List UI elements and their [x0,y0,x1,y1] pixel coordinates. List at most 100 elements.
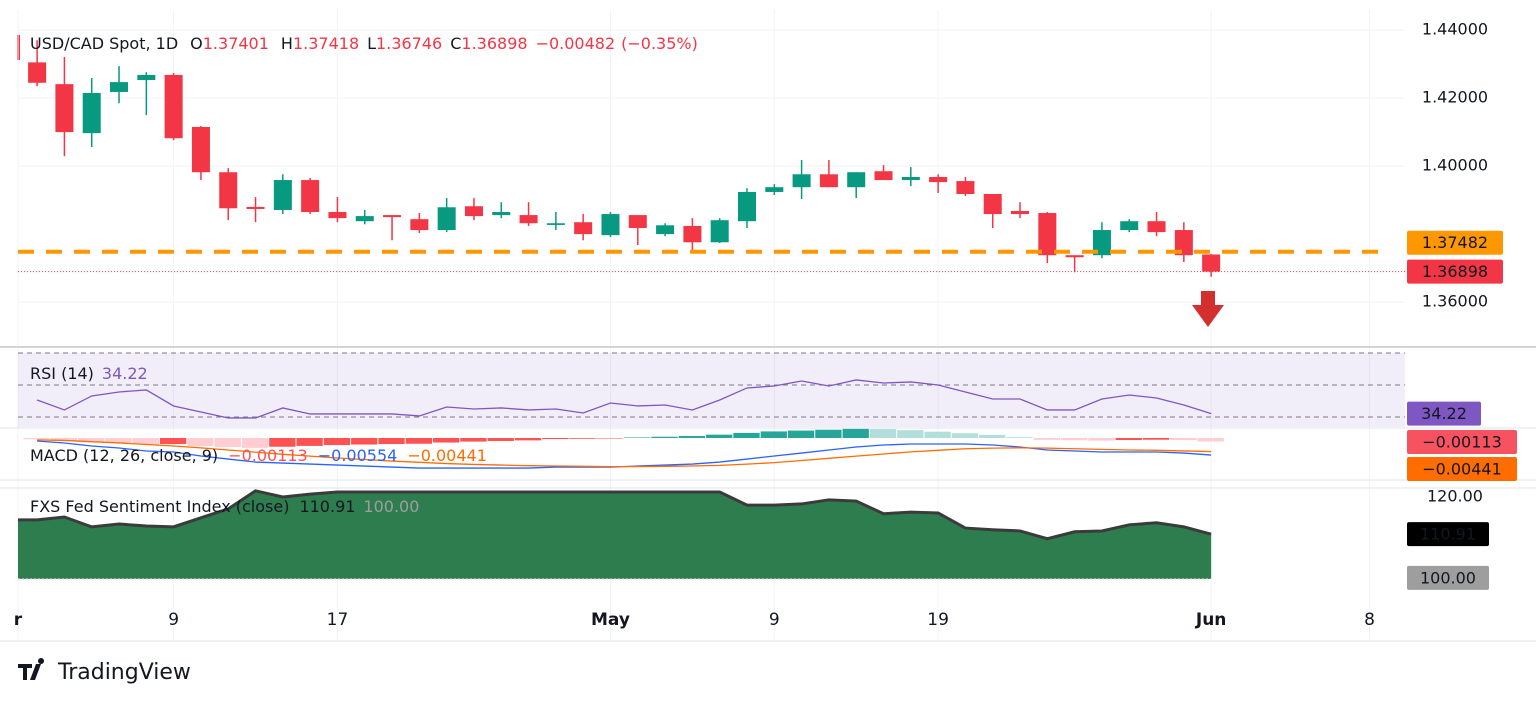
candle-body [246,206,265,209]
macd-histogram-bar [460,438,487,442]
tv-logo [18,658,45,680]
down-arrow [1192,291,1224,327]
sentiment-axis-label: 110.91 [1420,525,1476,544]
legend-item: H [281,34,293,53]
macd-histogram-bar [706,434,733,438]
legend-item: USD/CAD Spot, 1D [30,34,178,53]
macd-histogram-bar [23,438,50,440]
macd-histogram-bar [1170,438,1197,441]
legend-item: L [367,34,376,53]
candle-body [792,174,811,188]
macd-histogram-bar [760,431,787,438]
x-tick-label: 9 [769,610,780,630]
candle-body [492,212,511,216]
legend-header: USD/CAD Spot, 1D O1.37401 H1.37418 L1.36746… [30,34,698,53]
candle-body [464,206,483,217]
x-tick-label: Jun [1195,610,1227,630]
macd-histogram-bar [433,438,460,443]
macd-histogram-bar [323,438,351,446]
macd-histogram-bar [1115,438,1142,441]
macd-value: −0.00554 [318,446,398,465]
y-tick-label: 1.42000 [1422,88,1488,107]
signal-axis-label: −0.00441 [1422,460,1502,479]
macd-histogram-bar [624,437,651,438]
macd-histogram-bar [405,438,433,444]
macd-histogram-bar [1033,438,1060,440]
candle-body [546,223,565,225]
candle-body [1065,255,1084,258]
macd-histogram-bar [351,438,378,445]
candle-body [656,225,675,235]
legend-item: O [190,34,203,53]
candle-body [765,187,784,192]
macd-histogram-bar [214,438,241,448]
candle-body [110,82,129,92]
baseline-axis-label-box [1407,565,1489,590]
level-label: 1.37482 [1422,233,1488,252]
candle-body [1174,230,1193,256]
rsi-title: RSI (14) [30,364,94,383]
sentiment-line [18,489,1212,541]
macd-histogram-bar [951,433,979,438]
macd-histogram-bar [815,429,842,438]
candle-body [273,180,292,210]
legend-item: −0.00482 [536,34,616,53]
macd-legend: MACD (12, 26, close, 9) −0.00113 −0.00554−… [30,446,487,465]
candle-body [983,193,1002,215]
candle-body [164,74,183,139]
candle-body [519,215,538,224]
macd-histogram-bar [596,438,624,439]
candle-body [1011,211,1030,215]
candle-body [737,191,757,222]
macd-histogram-bar [187,438,214,447]
macd-histogram-bar [1197,438,1224,442]
candle-body [383,215,402,218]
candle-body [874,171,893,181]
baseline-axis-label: 100.00 [1420,568,1476,587]
x-tick-label: 17 [327,610,349,630]
x-tick-label: r [14,610,23,630]
macd-histogram-bar [78,438,105,443]
candle-body [901,176,920,181]
candle-body [819,174,838,188]
macd-histogram-bar [869,429,897,438]
candle-body [847,172,866,188]
legend-item: 1.37418 [293,34,359,53]
macd-hist-value: −0.00113 [228,446,308,465]
macd-histogram-bar [296,438,323,446]
macd-histogram-bar [159,438,187,445]
rsi-legend: RSI (14) 34.22 [30,364,148,383]
candle-body [1092,230,1111,256]
y-tick-label: 1.40000 [1422,156,1488,175]
macd-histogram-bar [1142,438,1170,440]
sentiment-legend: FXS Fed Sentiment Index (close) 110.91 100… [30,497,419,516]
macd-title: MACD (12, 26, close, 9) [30,446,218,465]
candle-body [219,172,238,209]
sentiment-axis-label-box [1407,522,1489,547]
y-tick-label: 1.44000 [1422,20,1488,39]
candle-body [1147,221,1166,233]
signal-axis-label-box [1407,457,1517,481]
legend-item: 1.36898 [461,34,527,53]
macd-histogram-bar [733,432,760,438]
macd-histogram-bar [1006,437,1033,438]
x-tick-label: 19 [927,610,949,630]
candle-body [82,92,101,134]
y-tick-label: 120.00 [1427,486,1483,505]
candle-body [601,214,620,236]
rsi-band [18,353,1405,427]
macd-histogram-bar [105,438,132,444]
candle-body [574,222,593,235]
macd-histogram-bar [241,438,269,448]
macd-histogram-bar [569,438,596,439]
candle-body [628,215,647,229]
rsi-axis-label-box [1407,401,1481,426]
candle-body [683,225,702,243]
legend-item: 1.36746 [376,34,442,53]
candle-body [55,84,74,133]
x-tick-label: May [591,610,630,630]
macd-histogram-bar [487,438,514,441]
